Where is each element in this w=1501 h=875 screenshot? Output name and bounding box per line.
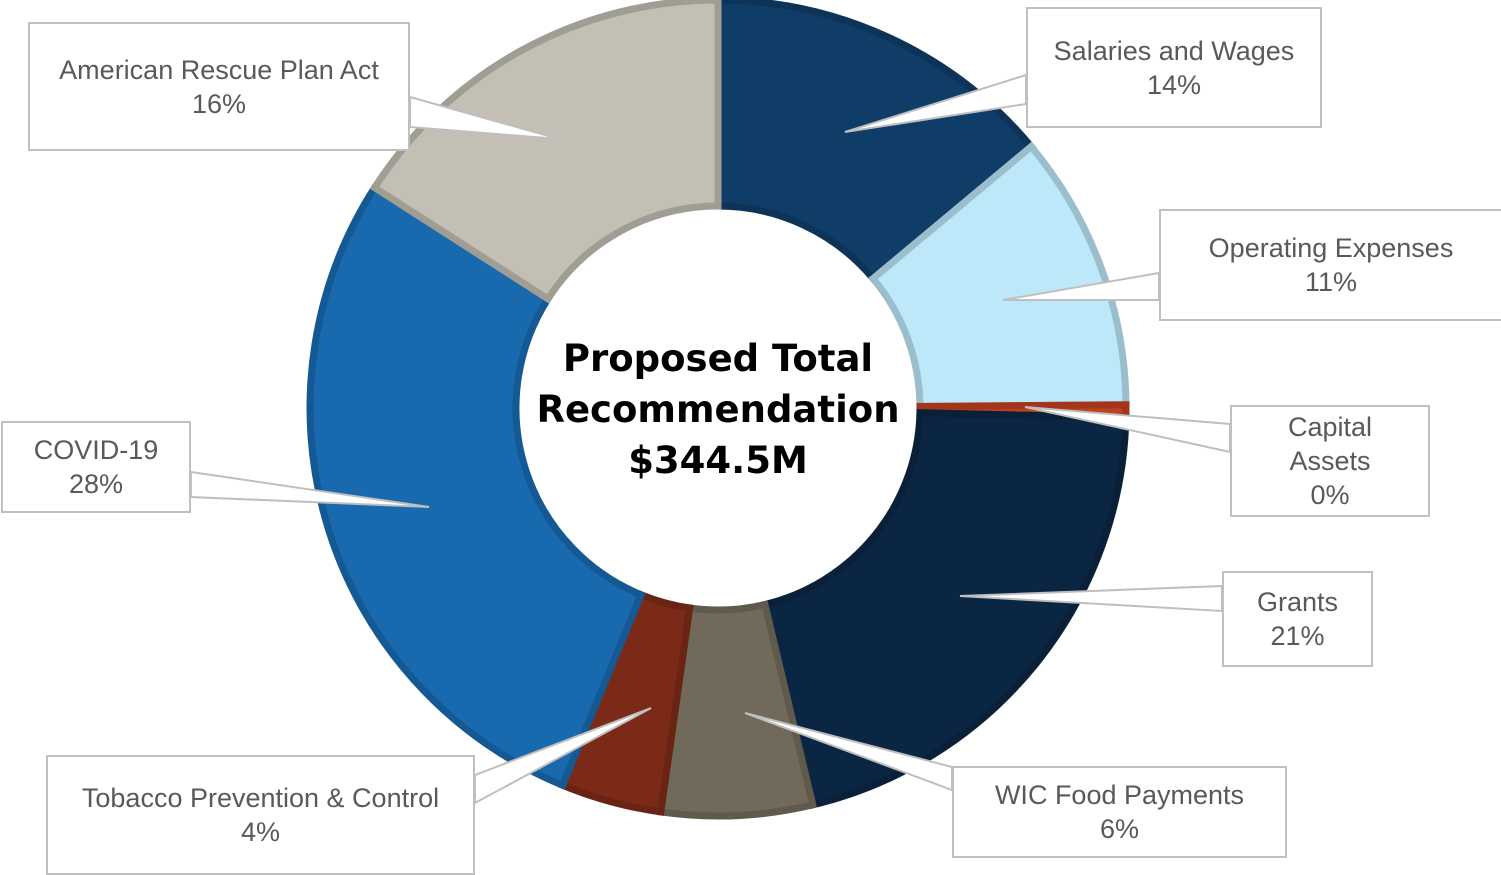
slice-label: Grants [1256,587,1339,617]
slice-percent: 6% [1099,814,1140,844]
slice-percent: 0% [1310,480,1350,510]
callout-operating-expenses: Operating Expenses 11% [1159,209,1501,321]
slice-label: American Rescue Plan Act [59,54,379,85]
callout-capital-assets: Capital Assets 0% [1230,405,1430,517]
leader-line-tobacco-prevention-control [474,707,652,805]
slice-label: Tobacco Prevention & Control [81,783,440,813]
donut-slice-grants [760,409,1130,810]
slice-label: COVID-19 [33,435,159,465]
slice-percent: 16% [191,88,247,119]
slice-label: Operating Expenses [1208,233,1454,263]
slice-label-line-2: Assets [1289,446,1371,476]
center-label-line-2: Recommendation [536,388,900,431]
center-label: Proposed Total Recommendation $344.5M [518,333,918,486]
callout-american-rescue-plan-act: American Rescue Plan Act 16% [28,22,410,151]
center-label-total: $344.5M [628,439,808,482]
donut-slices [306,0,1130,820]
slice-percent: 11% [1304,267,1358,297]
slice-percent: 21% [1270,621,1325,651]
callout-wic-food-payments: WIC Food Payments 6% [952,766,1287,858]
donut-slice-american-rescue-plan-act [369,0,722,304]
slice-label: WIC Food Payments [994,780,1245,810]
donut-slice-covid-19 [306,182,646,790]
slice-percent: 14% [1146,69,1202,100]
slice-percent: 4% [240,817,281,847]
callout-salaries-and-wages: Salaries and Wages 14% [1026,7,1322,128]
center-label-line-1: Proposed Total [562,337,874,380]
leader-line-covid-19 [190,470,430,508]
callout-covid-19: COVID-19 28% [1,421,191,513]
donut-slice-operating-expenses [868,141,1130,410]
callout-grants: Grants 21% [1222,571,1373,667]
callout-tobacco-prevention: Tobacco Prevention & Control 4% [46,755,475,875]
slice-label: Salaries and Wages [1053,35,1295,66]
leader-line-american-rescue-plan-act [409,95,560,140]
slice-label-line-1: Capital [1287,412,1373,442]
slice-percent: 28% [68,469,124,499]
